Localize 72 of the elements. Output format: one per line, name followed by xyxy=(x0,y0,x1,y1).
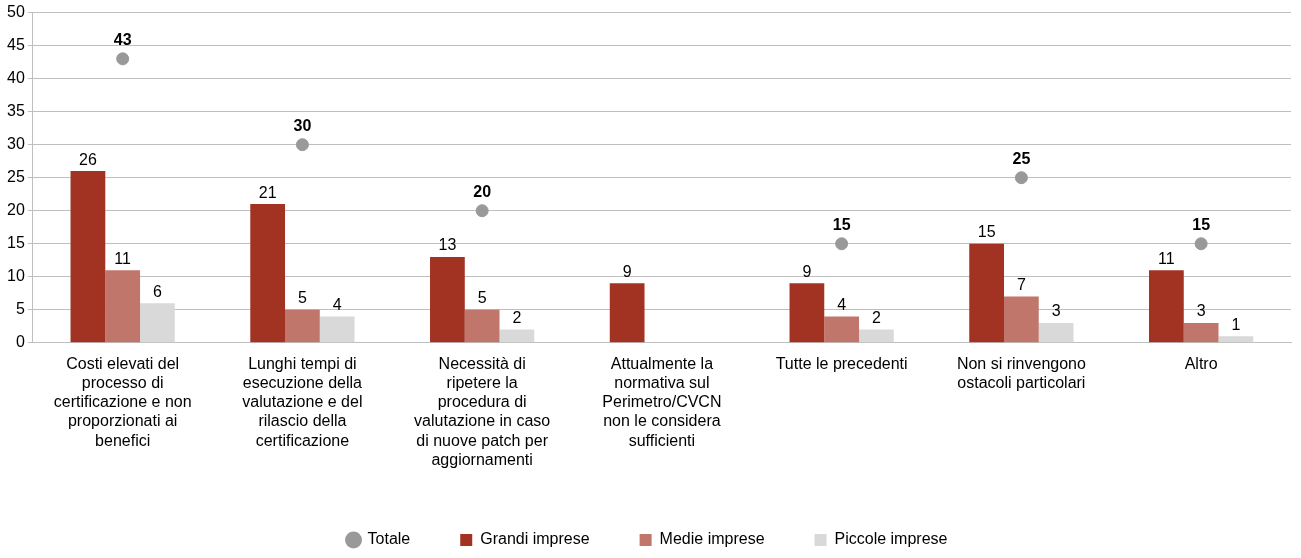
bar xyxy=(319,316,355,343)
data-label: 4 xyxy=(332,295,342,313)
y-tick-label: 30 xyxy=(7,135,25,153)
bar xyxy=(430,256,465,343)
data-label: 20 xyxy=(473,183,492,201)
legend-label: Totale xyxy=(367,530,411,548)
data-label: 3 xyxy=(1196,302,1206,320)
bar xyxy=(1004,296,1039,343)
data-label: 3 xyxy=(1051,302,1061,320)
x-tick-label: Costi elevati del processo di certificazione e non proporzionati ai benefici xyxy=(53,354,192,449)
data-label: 9 xyxy=(622,262,632,280)
bar xyxy=(250,204,286,343)
y-tick-label: 50 xyxy=(7,3,25,21)
data-label: 15 xyxy=(832,216,851,234)
x-tick-label: Non si rinvengono ostacoli particolari xyxy=(956,354,1086,392)
data-label: 11 xyxy=(1158,249,1175,267)
x-tick-label: Tutte le precedenti xyxy=(775,354,908,372)
data-label: 1 xyxy=(1231,315,1241,333)
y-tick-label: 25 xyxy=(7,168,25,186)
legend-label: Medie imprese xyxy=(659,530,765,548)
data-label: 5 xyxy=(477,289,487,307)
data-label: 21 xyxy=(258,183,277,201)
legend-label: Grandi imprese xyxy=(480,530,590,548)
y-tick-label: 15 xyxy=(7,234,25,252)
bar xyxy=(70,171,106,343)
data-label: 43 xyxy=(113,31,132,49)
legend-label: Piccole imprese xyxy=(834,530,948,548)
y-tick-label: 0 xyxy=(15,333,25,351)
bar xyxy=(499,329,535,343)
bar xyxy=(969,243,1005,343)
y-tick-label: 35 xyxy=(7,102,25,120)
x-tick-label: Lunghi tempi di esecuzione della valutazione e del rilascio della certificazione xyxy=(242,354,363,449)
bar xyxy=(824,316,860,343)
data-label: 9 xyxy=(802,262,812,280)
data-label: 15 xyxy=(1192,216,1211,234)
bar xyxy=(859,329,894,343)
data-label: 11 xyxy=(114,249,132,267)
data-label: 13 xyxy=(438,236,457,254)
bar xyxy=(464,309,500,343)
point xyxy=(116,52,130,66)
bar xyxy=(1218,336,1254,343)
data-label: 25 xyxy=(1012,150,1031,168)
bar xyxy=(789,283,825,343)
data-label: 5 xyxy=(297,289,307,307)
y-tick-label: 20 xyxy=(7,201,25,219)
data-label: 26 xyxy=(79,150,97,168)
point xyxy=(1194,237,1208,251)
bar xyxy=(609,283,645,343)
x-tick-label: Altro xyxy=(1184,354,1218,372)
data-label: 30 xyxy=(293,117,312,135)
data-label: 6 xyxy=(152,282,162,300)
y-tick-label: 45 xyxy=(7,36,25,54)
point xyxy=(1014,171,1028,185)
y-tick-label: 5 xyxy=(15,300,25,318)
x-tick-label: Attualmente la normativa sul Perimetro/CVCN non le considera sufficienti xyxy=(602,354,722,449)
bar xyxy=(1038,322,1074,343)
bar xyxy=(285,309,320,343)
x-tick-label: Necessità di ripetere la procedura di valutazione in caso di nuove patch per aggiornamenti xyxy=(414,354,551,468)
data-label: 15 xyxy=(977,223,996,241)
y-tick-label: 40 xyxy=(7,69,25,87)
data-label: 2 xyxy=(871,309,881,326)
data-label: 7 xyxy=(1016,275,1026,293)
point xyxy=(835,237,849,251)
point xyxy=(295,138,309,152)
data-label: 2 xyxy=(512,309,522,326)
point xyxy=(475,204,489,218)
data-label: 4 xyxy=(837,295,847,313)
bar xyxy=(1183,322,1219,343)
bar xyxy=(140,303,175,343)
bar xyxy=(105,270,141,343)
y-tick-label: 10 xyxy=(7,267,25,285)
bar xyxy=(1149,270,1184,343)
